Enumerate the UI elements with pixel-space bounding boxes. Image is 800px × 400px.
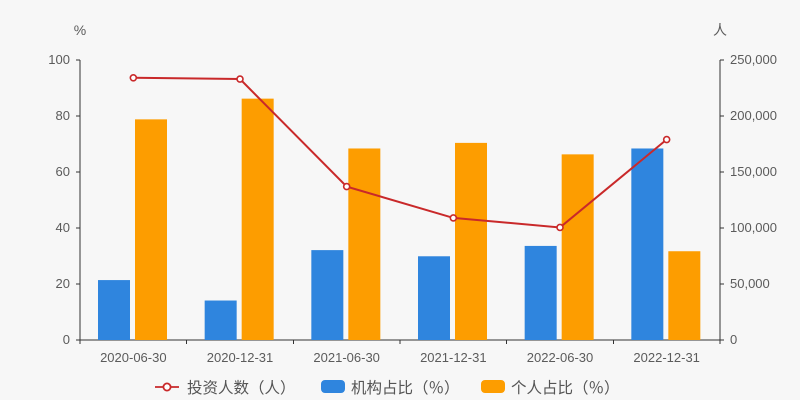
svg-text:2022-12-31: 2022-12-31: [633, 350, 700, 365]
svg-text:2021-12-31: 2021-12-31: [420, 350, 487, 365]
svg-text:2021-06-30: 2021-06-30: [313, 350, 380, 365]
svg-text:200,000: 200,000: [730, 108, 777, 123]
svg-text:%: %: [74, 22, 86, 38]
svg-text:个人占比（％）: 个人占比（％）: [511, 379, 620, 397]
svg-text:0: 0: [63, 332, 70, 347]
svg-text:投资人数（人）: 投资人数（人）: [187, 379, 296, 397]
svg-text:2022-06-30: 2022-06-30: [527, 350, 594, 365]
svg-text:20: 20: [56, 276, 70, 291]
svg-text:50,000: 50,000: [730, 276, 770, 291]
svg-text:机构占比（％）: 机构占比（％）: [351, 379, 460, 397]
svg-text:100,000: 100,000: [730, 220, 777, 235]
svg-text:250,000: 250,000: [730, 52, 777, 67]
svg-text:2020-06-30: 2020-06-30: [100, 350, 167, 365]
svg-text:60: 60: [56, 164, 70, 179]
svg-text:2020-12-31: 2020-12-31: [207, 350, 274, 365]
svg-text:人: 人: [713, 22, 727, 38]
svg-text:150,000: 150,000: [730, 164, 777, 179]
svg-text:40: 40: [56, 220, 70, 235]
svg-text:0: 0: [730, 332, 737, 347]
svg-text:100: 100: [48, 52, 70, 67]
svg-text:80: 80: [56, 108, 70, 123]
